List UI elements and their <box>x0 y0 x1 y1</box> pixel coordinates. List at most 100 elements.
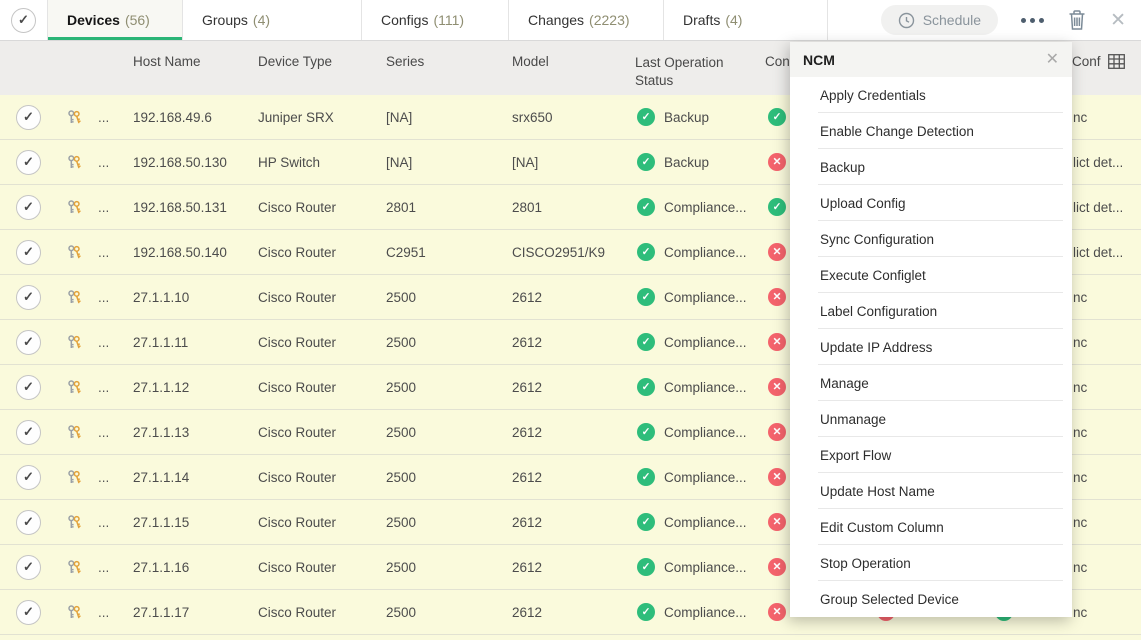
row-checkbox-checked[interactable] <box>16 104 41 130</box>
menu-item-backup[interactable]: Backup <box>790 149 1072 185</box>
row-checkbox-cell <box>16 545 41 589</box>
select-all-checkbox[interactable] <box>11 7 36 33</box>
row-checkbox-checked[interactable] <box>16 599 41 625</box>
row-checkbox-checked[interactable] <box>16 284 41 310</box>
credentials-cell <box>66 185 83 229</box>
menu-item-stop-operation[interactable]: Stop Operation <box>790 545 1072 581</box>
menu-item-sync-configuration[interactable]: Sync Configuration <box>790 221 1072 257</box>
model-cell: 2612 <box>512 424 543 440</box>
column-device-type[interactable]: Device Type <box>258 54 333 69</box>
tab-changes[interactable]: Changes (2223) <box>509 0 664 40</box>
column-host-name[interactable]: Host Name <box>133 54 201 69</box>
status-success-icon <box>637 333 655 351</box>
row-checkbox-checked[interactable] <box>16 464 41 490</box>
menu-item-upload-config[interactable]: Upload Config <box>790 185 1072 221</box>
last-operation-label: Compliance... <box>664 559 747 575</box>
row-checkbox-checked[interactable] <box>16 419 41 445</box>
tab-configs[interactable]: Configs (111) <box>362 0 509 40</box>
column-chooser-grid-icon[interactable] <box>1107 54 1125 69</box>
trash-icon[interactable] <box>1067 9 1087 31</box>
menu-item-label-configuration[interactable]: Label Configuration <box>790 293 1072 329</box>
credentials-cell <box>66 95 83 139</box>
menu-item-update-host-name[interactable]: Update Host Name <box>790 473 1072 509</box>
credentials-keys-icon[interactable] <box>66 469 83 486</box>
menu-item-unmanage[interactable]: Unmanage <box>790 401 1072 437</box>
row-checkbox-checked[interactable] <box>16 149 41 175</box>
status-success-icon <box>637 198 655 216</box>
credentials-keys-icon[interactable] <box>66 289 83 306</box>
host-name-cell: 27.1.1.16 <box>133 559 190 575</box>
clipped-status-text: nc <box>1073 604 1088 620</box>
tab-groups[interactable]: Groups (4) <box>183 0 362 40</box>
device-type-cell: Cisco Router <box>258 379 337 395</box>
device-type-cell: Cisco Router <box>258 244 337 260</box>
row-checkbox-checked[interactable] <box>16 509 41 535</box>
column-model[interactable]: Model <box>512 54 549 69</box>
toolbar-actions: Schedule ✕ <box>880 0 1141 40</box>
menu-close-icon[interactable]: ✕ <box>1045 50 1059 68</box>
menu-item-group-selected-device[interactable]: Group Selected Device <box>820 591 959 607</box>
truncated-name-indicator: ... <box>98 109 110 125</box>
credentials-keys-icon[interactable] <box>66 244 83 261</box>
row-checkbox-cell <box>16 230 41 274</box>
schedule-button[interactable]: Schedule <box>880 5 999 35</box>
host-name-cell: 192.168.50.140 <box>133 244 227 260</box>
menu-item-enable-change-detection[interactable]: Enable Change Detection <box>790 113 1072 149</box>
close-icon[interactable]: ✕ <box>1110 9 1126 31</box>
series-cell: 2500 <box>386 469 417 485</box>
menu-item-manage[interactable]: Manage <box>790 365 1072 401</box>
column-con-truncated[interactable]: Con <box>765 54 790 69</box>
tab-drafts[interactable]: Drafts (4) <box>664 0 828 40</box>
truncated-name-indicator: ... <box>98 559 110 575</box>
credentials-keys-icon[interactable] <box>66 154 83 171</box>
menu-item-apply-credentials[interactable]: Apply Credentials <box>790 77 1072 113</box>
more-actions-icon[interactable] <box>1021 14 1045 27</box>
config-status-cell <box>768 140 786 184</box>
status-success-icon <box>637 468 655 486</box>
clipped-status-text: lict det... <box>1073 199 1124 215</box>
credentials-keys-icon[interactable] <box>66 109 83 126</box>
conf-column-label[interactable]: Conf <box>1072 54 1101 69</box>
device-type-cell: Juniper SRX <box>258 109 334 125</box>
column-series[interactable]: Series <box>386 54 425 69</box>
row-checkbox-checked[interactable] <box>16 194 41 220</box>
status-error-icon <box>768 243 786 261</box>
host-name-cell: 192.168.50.131 <box>133 199 227 215</box>
menu-item-execute-configlet[interactable]: Execute Configlet <box>790 257 1072 293</box>
column-last-operation-status[interactable]: Last Operation Status <box>635 55 724 88</box>
menu-title: NCM <box>803 51 835 68</box>
row-checkbox-checked[interactable] <box>16 374 41 400</box>
row-checkbox-checked[interactable] <box>16 329 41 355</box>
last-operation-label: Compliance... <box>664 334 747 350</box>
model-cell: [NA] <box>512 154 539 170</box>
config-status-cell <box>768 95 786 139</box>
host-name-cell: 27.1.1.13 <box>133 424 190 440</box>
credentials-keys-icon[interactable] <box>66 559 83 576</box>
config-status-cell <box>768 185 786 229</box>
tab-devices[interactable]: Devices (56) <box>48 0 183 40</box>
menu-item-export-flow[interactable]: Export Flow <box>790 437 1072 473</box>
menu-item-update-ip-address[interactable]: Update IP Address <box>790 329 1072 365</box>
clipped-status-text: nc <box>1073 109 1088 125</box>
status-success-icon <box>637 153 655 171</box>
credentials-keys-icon[interactable] <box>66 424 83 441</box>
status-success-icon <box>637 558 655 576</box>
clipped-status-text: nc <box>1073 514 1088 530</box>
credentials-keys-icon[interactable] <box>66 379 83 396</box>
series-cell: [NA] <box>386 109 413 125</box>
device-type-cell: HP Switch <box>258 154 321 170</box>
credentials-keys-icon[interactable] <box>66 199 83 216</box>
credentials-keys-icon[interactable] <box>66 604 83 621</box>
credentials-keys-icon[interactable] <box>66 334 83 351</box>
last-operation-label: Compliance... <box>664 604 747 620</box>
row-checkbox-checked[interactable] <box>16 239 41 265</box>
row-checkbox-checked[interactable] <box>16 554 41 580</box>
truncated-name-indicator: ... <box>98 604 110 620</box>
last-operation-cell: Compliance... <box>637 410 747 454</box>
tab-label: Devices <box>67 12 120 28</box>
clipped-status-text: nc <box>1073 559 1088 575</box>
menu-item-edit-custom-column[interactable]: Edit Custom Column <box>790 509 1072 545</box>
credentials-keys-icon[interactable] <box>66 514 83 531</box>
config-status-cell <box>768 410 786 454</box>
